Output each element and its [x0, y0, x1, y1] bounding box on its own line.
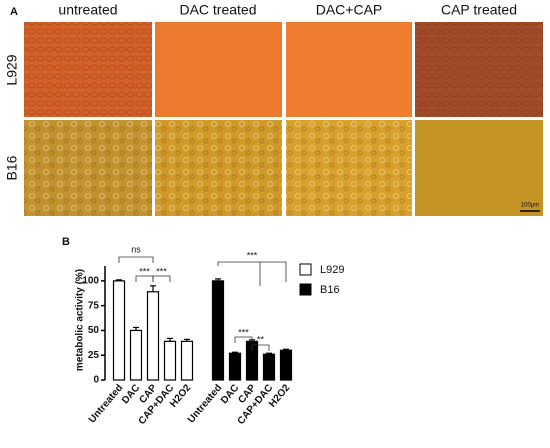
x-tick-label: DAC — [219, 383, 241, 407]
column-header: CAP treated — [441, 2, 517, 18]
legend-label: B16 — [320, 284, 340, 296]
bar — [228, 352, 242, 381]
x-tick-label: DAC — [120, 383, 142, 407]
significance-label: ** — [257, 334, 265, 344]
y-tick-label: 75 — [88, 300, 100, 311]
significance-bracket — [152, 275, 171, 282]
image-texture — [286, 120, 412, 216]
bar — [163, 340, 177, 381]
image — [415, 120, 543, 216]
bar — [112, 280, 126, 381]
significance-label: *** — [156, 266, 167, 276]
image-texture — [155, 120, 282, 216]
row-label: L929 — [4, 54, 20, 85]
image-texture — [415, 22, 543, 117]
bar — [129, 329, 143, 381]
y-tick-label: 50 — [88, 325, 100, 336]
y-tick-label: 0 — [93, 375, 99, 386]
significance-bracket — [217, 261, 287, 286]
x-tick-label: Untreated — [87, 383, 125, 426]
legend-label: L929 — [320, 264, 344, 276]
scale-bar-label: 100μm — [521, 203, 539, 209]
column-header: DAC+CAP — [316, 2, 383, 18]
y-tick-label: 25 — [88, 350, 100, 361]
y-axis-label: metabolic activity (%) — [75, 269, 86, 371]
significance-bracket — [135, 275, 154, 282]
significance-label: ns — [131, 244, 141, 254]
image-texture — [24, 22, 152, 117]
significance-bracket — [118, 256, 154, 263]
legend-swatch — [299, 263, 312, 276]
bar — [180, 340, 194, 381]
image-texture — [24, 120, 152, 216]
significance-bracket — [234, 336, 253, 343]
image — [286, 22, 412, 117]
bar — [279, 349, 293, 381]
micrographs — [24, 22, 543, 216]
row-label: B16 — [4, 155, 20, 180]
bar — [211, 280, 225, 381]
bar — [262, 353, 276, 381]
significance-label: *** — [139, 266, 150, 276]
significance-label: *** — [247, 250, 258, 260]
significance-bracket — [251, 344, 270, 351]
bar — [146, 291, 160, 381]
panel-label: A — [10, 6, 18, 18]
image — [155, 22, 282, 117]
column-header: DAC treated — [179, 2, 256, 18]
significance-label: *** — [238, 327, 249, 337]
y-tick-label: 100 — [82, 276, 99, 287]
legend-swatch — [299, 283, 312, 296]
panel-label: B — [62, 236, 70, 248]
column-header: untreated — [58, 2, 117, 18]
